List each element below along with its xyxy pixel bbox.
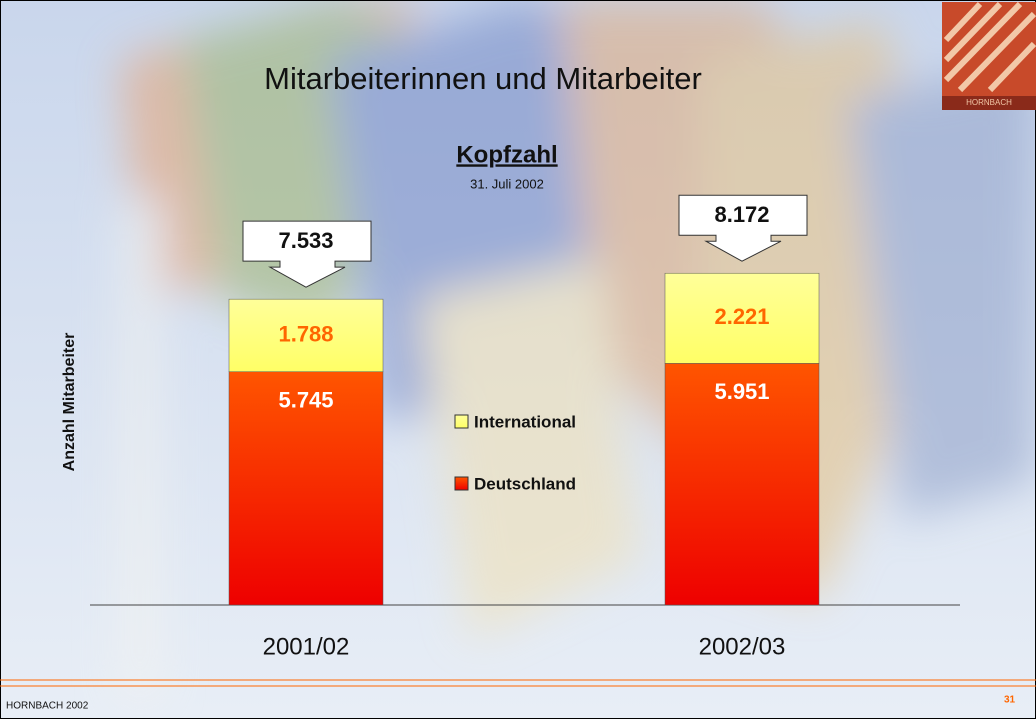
x-tick-label: 2002/03 xyxy=(699,633,786,660)
footer-text: HORNBACH 2002 xyxy=(6,701,89,712)
x-tick-label: 2001/02 xyxy=(263,633,350,660)
logo-text: HORNBACH xyxy=(966,98,1012,107)
legend-label: Deutschland xyxy=(474,474,576,493)
legend-swatch xyxy=(455,477,468,490)
legend-label: International xyxy=(474,412,576,431)
legend-swatch xyxy=(455,415,468,428)
y-axis-label: Anzahl Mitarbeiter xyxy=(61,333,78,472)
value-label: 1.788 xyxy=(278,321,333,346)
page-number: 31 xyxy=(1004,695,1016,706)
total-label: 7.533 xyxy=(278,228,333,253)
chart: HORNBACH Mitarbeiterinnen und Mitarbeite… xyxy=(0,0,1036,719)
value-label: 2.221 xyxy=(714,304,769,329)
value-label: 5.745 xyxy=(278,388,333,413)
chart-subtitle: 31. Juli 2002 xyxy=(470,176,544,191)
slide-title: Mitarbeiterinnen und Mitarbeiter xyxy=(264,61,702,96)
slide: HORNBACH Mitarbeiterinnen und Mitarbeite… xyxy=(0,0,1036,719)
total-label: 8.172 xyxy=(714,202,769,227)
value-label: 5.951 xyxy=(714,379,769,404)
chart-title: Kopfzahl xyxy=(456,141,557,168)
logo: HORNBACH xyxy=(942,2,1036,110)
